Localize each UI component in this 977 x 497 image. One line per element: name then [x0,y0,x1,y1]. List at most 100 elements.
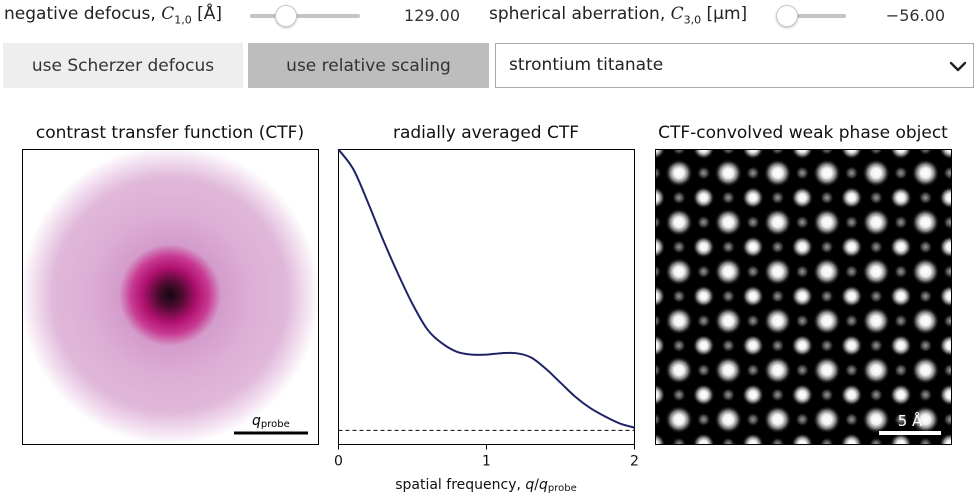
atom-column [665,159,693,187]
atom-column [672,190,686,205]
atom-column [869,190,884,205]
atom-column [721,190,736,205]
defocus-slider-thumb[interactable] [275,5,298,27]
atom-column [911,356,940,385]
atom-column [655,149,666,160]
atom-column [714,306,743,335]
atom-column [862,257,891,286]
radial-panel-title: radially averaged CTF [392,123,580,143]
scherzer-defocus-button[interactable]: use Scherzer defocus [3,43,243,88]
atom-column [918,149,933,156]
spherical-aberration-label: spherical aberration, C3,0 [μm] [489,4,748,27]
spherical-aberration-slider[interactable] [775,5,846,27]
atom-column [939,334,952,357]
atom-column [791,433,814,445]
atom-column [869,149,884,156]
atom-column [939,149,952,160]
atom-column [795,215,810,230]
atom-column [745,215,760,230]
atom-column [770,289,785,304]
atom-column [692,433,715,445]
atom-column [812,356,841,385]
defocus-slider[interactable] [250,5,360,27]
atom-column [696,264,711,279]
ctf-curve-line [337,149,635,429]
atom-column [741,149,764,160]
atom-column [889,334,912,357]
atom-column [763,405,792,434]
spherical-aberration-slider-thumb[interactable] [775,5,798,27]
atom-column [893,363,908,378]
atom-column [840,149,863,160]
atom-column [844,363,859,378]
material-select[interactable]: strontium titanate [495,43,974,88]
wpo-scalebar-label: 5 Å [898,411,923,430]
atom-column [943,166,952,180]
atom-column [763,306,792,335]
atom-column [791,235,814,258]
relative-scaling-button[interactable]: use relative scaling [248,43,489,88]
atom-column [672,149,686,156]
atom-column [943,264,952,279]
atom-column [721,338,736,353]
atom-column [721,239,736,254]
defocus-value: 129.00 [404,6,460,25]
atom-column [918,289,933,304]
atom-column [812,405,841,434]
atom-column [862,405,891,434]
atom-column [741,235,764,258]
atom-column [844,313,859,328]
atom-column [745,264,760,279]
atom-column [763,356,792,385]
atom-column [862,306,891,335]
atom-column [696,363,711,378]
atom-column [844,166,859,180]
atom-column [840,186,863,209]
atom-column [889,149,912,160]
atom-column [819,437,834,445]
chevron-down-icon [949,61,967,72]
atom-column [692,285,715,308]
atom-column [655,264,662,279]
atom-column [812,208,841,237]
atom-column [763,257,792,286]
atom-column [745,363,760,378]
radial-plot-frame [338,149,635,445]
atom-column [795,264,810,279]
atom-column [655,334,666,357]
atom-column [655,363,662,378]
atom-column [672,289,686,304]
atom-column [862,208,891,237]
atom-column [714,356,743,385]
atom-column [869,239,884,254]
atom-column [943,363,952,378]
atom-column [696,215,711,230]
atom-column [893,215,908,230]
atom-column [672,239,686,254]
atom-column [918,437,933,445]
atom-column [840,433,863,445]
atom-column [770,338,785,353]
atom-column [939,186,952,209]
atom-column [889,235,912,258]
atom-column [893,166,908,180]
radial-ctf-chart: 0 1 2 spatial frequency, q/qprobe [334,149,639,494]
atom-column [819,239,834,254]
atom-column [862,159,891,187]
atom-column [763,208,792,237]
spherical-aberration-value: −56.00 [885,6,945,25]
atom-column [665,306,693,335]
atom-column [696,313,711,328]
x-tick-label: 2 [630,454,639,470]
atom-column [840,334,863,357]
atom-column [819,289,834,304]
atom-column [665,257,693,286]
atom-column [911,159,940,187]
ctf-image: qprobe [22,149,319,445]
atom-column [943,313,952,328]
atom-column [770,437,785,445]
atom-column [763,159,792,187]
atom-column [655,215,662,230]
atom-column [692,334,715,357]
atom-column [869,289,884,304]
